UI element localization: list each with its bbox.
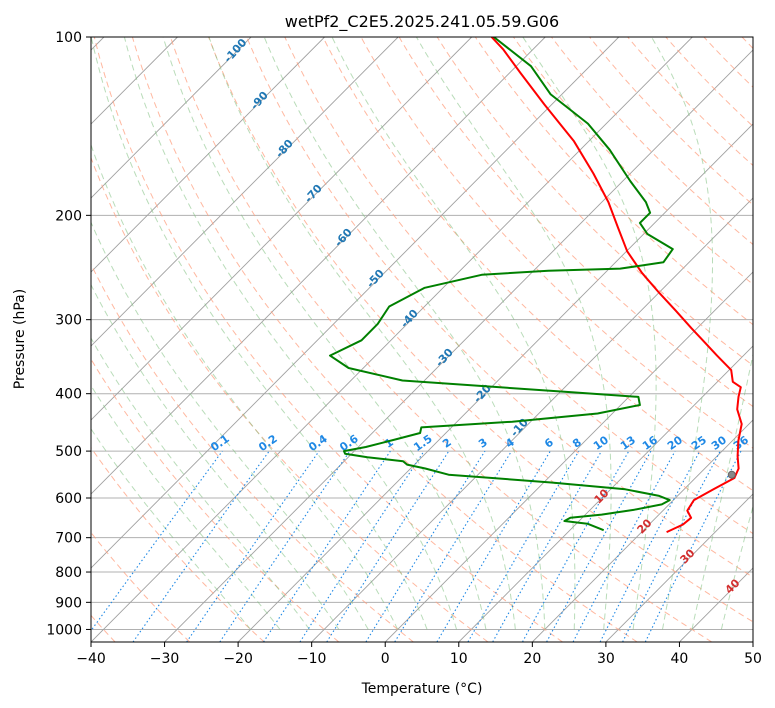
dewpoint-trace (329, 37, 674, 532)
isotherm-line (91, 37, 252, 199)
y-tick-label: 800 (55, 565, 82, 581)
moist-adiabat-line (123, 37, 457, 630)
dry-adiabat-line (131, 37, 638, 642)
isotherm-line (164, 49, 753, 642)
background-lines (91, 37, 753, 642)
mixing-ratio-line (263, 450, 391, 642)
moist-adiabat-line (91, 337, 310, 630)
dry-adiabat-line (91, 446, 265, 642)
isotherm-line (91, 37, 473, 421)
plot-background (91, 37, 753, 642)
x-tick-label: 40 (671, 651, 689, 667)
moist-adiabat-line (691, 352, 753, 630)
x-tick-label: −10 (297, 651, 327, 667)
y-tick-label: 400 (55, 387, 82, 403)
mixing-ratio-line (522, 450, 630, 642)
isotherm-line (91, 37, 546, 495)
isotherm-line (384, 271, 753, 642)
moist-adiabat-line (91, 427, 251, 630)
isotherm-line (91, 37, 399, 347)
y-tick-label: 700 (55, 531, 82, 547)
x-tick-label: 10 (450, 651, 468, 667)
y-axis-title: Pressure (hPa) (12, 289, 28, 389)
y-tick-label: 1000 (46, 622, 82, 638)
dry-adiabat-line (627, 37, 753, 167)
y-tick-label: 200 (55, 208, 82, 224)
mixing-ratio-line (326, 450, 450, 642)
dry-adiabat-line (93, 37, 563, 642)
moist-adiabat-line (415, 37, 612, 630)
x-tick-label: −20 (223, 651, 253, 667)
mixing-ratio-line (572, 450, 676, 642)
x-tick-label: −40 (76, 651, 106, 667)
dry-adiabat-line (474, 37, 753, 326)
isotherm-line (532, 419, 753, 642)
moist-adiabat-line (91, 37, 428, 630)
dry-adiabat-line (322, 37, 753, 492)
moist-adiabat-line (91, 384, 281, 630)
moist-adiabat-line (263, 37, 546, 630)
y-tick-label: 100 (55, 30, 82, 46)
mixing-ratio-line (186, 450, 320, 642)
parcel-marker (727, 470, 736, 479)
moist-adiabat-line (91, 221, 369, 630)
mixing-ratio-line (622, 450, 721, 642)
moist-adiabat-line (651, 37, 713, 630)
x-tick-label: 50 (744, 651, 762, 667)
dry-adiabat-line (360, 37, 753, 449)
isotherm-line (605, 493, 753, 642)
moist-adiabat-line (162, 37, 487, 630)
moist-adiabat-line (208, 37, 516, 630)
isotherm-line (237, 123, 753, 642)
mixing-ratio-line (546, 450, 652, 642)
dry-adiabat-line (246, 37, 753, 578)
x-tick-label: 30 (597, 651, 615, 667)
mixing-ratio-line (91, 450, 223, 632)
mixing-ratio-line (644, 450, 742, 642)
isotherm-line (91, 37, 693, 642)
temperature-trace (490, 37, 743, 534)
mixing-ratio-line (219, 450, 351, 642)
plot-frame (90, 36, 754, 643)
y-tick-label: 600 (55, 491, 82, 507)
axis-ticks: −40 −30 −20 −10 0 10 20 30 40 50 1000 900 800 700 600 5… (46, 30, 762, 667)
x-tick-label: −30 (150, 651, 180, 667)
y-tick-label: 300 (55, 313, 82, 329)
x-tick-label: 20 (523, 651, 541, 667)
mixing-ratio-line (394, 450, 512, 642)
x-axis-title: Temperature (°C) (361, 681, 483, 697)
isotherm-line (91, 37, 325, 273)
moist-adiabat-line (91, 283, 340, 630)
isotherm-line (91, 37, 620, 569)
dry-adiabat-line (512, 37, 753, 285)
moist-adiabat-line (720, 504, 753, 630)
mixing-ratio-line (132, 450, 270, 642)
isotherm-line (458, 345, 753, 642)
y-tick-label: 900 (55, 595, 82, 611)
dry-adiabat-line (208, 37, 753, 623)
dry-adiabat-line (398, 37, 753, 408)
mixing-ratio-line (299, 450, 425, 642)
x-tick-label: 0 (381, 651, 390, 667)
y-tick-label: 500 (55, 444, 82, 460)
moist-adiabat-line (522, 37, 657, 630)
chart-title: wetPf2_C2E5.2025.241.05.59.G06 (285, 12, 559, 32)
sounding-traces (329, 37, 743, 534)
dry-adiabat-line (91, 263, 414, 642)
